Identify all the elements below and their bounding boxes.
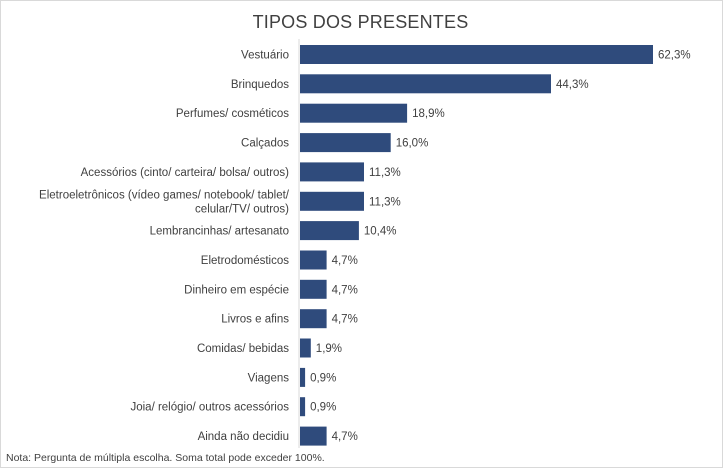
- category-label: Perfumes/ cosméticos: [176, 108, 289, 120]
- value-label: 0,9%: [310, 372, 336, 384]
- value-label: 11,3%: [369, 196, 401, 208]
- bar: [300, 191, 364, 211]
- bar: [300, 397, 306, 417]
- bar: [300, 279, 327, 299]
- bar: [300, 103, 408, 123]
- value-label: 4,7%: [332, 284, 358, 296]
- category-label: celular/TV/ outros): [195, 203, 289, 215]
- category-label: Viagens: [248, 372, 290, 384]
- bar: [300, 367, 306, 387]
- value-label: 16,0%: [396, 138, 429, 150]
- bar: [300, 426, 327, 446]
- value-label: 10,4%: [364, 226, 397, 238]
- category-label: Brinquedos: [231, 79, 289, 91]
- category-label: Lembrancinhas/ artesanato: [150, 226, 289, 238]
- bar: [300, 250, 327, 270]
- value-label: 0,9%: [310, 402, 336, 414]
- value-label: 4,7%: [332, 255, 358, 267]
- value-label: 62,3%: [658, 50, 691, 62]
- value-label: 4,7%: [332, 431, 358, 443]
- chart-note: Nota: Pergunta de múltipla escolha. Soma…: [6, 452, 325, 464]
- value-label: 18,9%: [412, 108, 445, 120]
- bar: [300, 309, 327, 329]
- category-label: Eletroeletrônicos (vídeo games/ notebook…: [39, 189, 290, 201]
- category-label: Joia/ relógio/ outros acessórios: [130, 402, 289, 414]
- value-label: 1,9%: [316, 343, 342, 355]
- category-label: Livros e afins: [221, 314, 289, 326]
- value-label: 11,3%: [369, 167, 401, 179]
- bar: [300, 162, 364, 182]
- category-label: Acessórios (cinto/ carteira/ bolsa/ outr…: [81, 167, 290, 179]
- category-label: Calçados: [241, 138, 289, 150]
- category-label: Eletrodomésticos: [201, 255, 289, 267]
- category-label: Dinheiro em espécie: [184, 284, 289, 296]
- bar: [300, 221, 359, 241]
- bar: [300, 133, 391, 153]
- bar: [300, 338, 311, 358]
- chart-title: TIPOS DOS PRESENTES: [252, 12, 469, 32]
- category-label: Ainda não decidiu: [198, 431, 289, 443]
- category-label: Comidas/ bebidas: [197, 343, 289, 355]
- bar: [300, 45, 653, 64]
- bar: [300, 74, 551, 94]
- value-label: 4,7%: [332, 314, 358, 326]
- category-label: Vestuário: [241, 50, 289, 62]
- value-label: 44,3%: [556, 79, 589, 91]
